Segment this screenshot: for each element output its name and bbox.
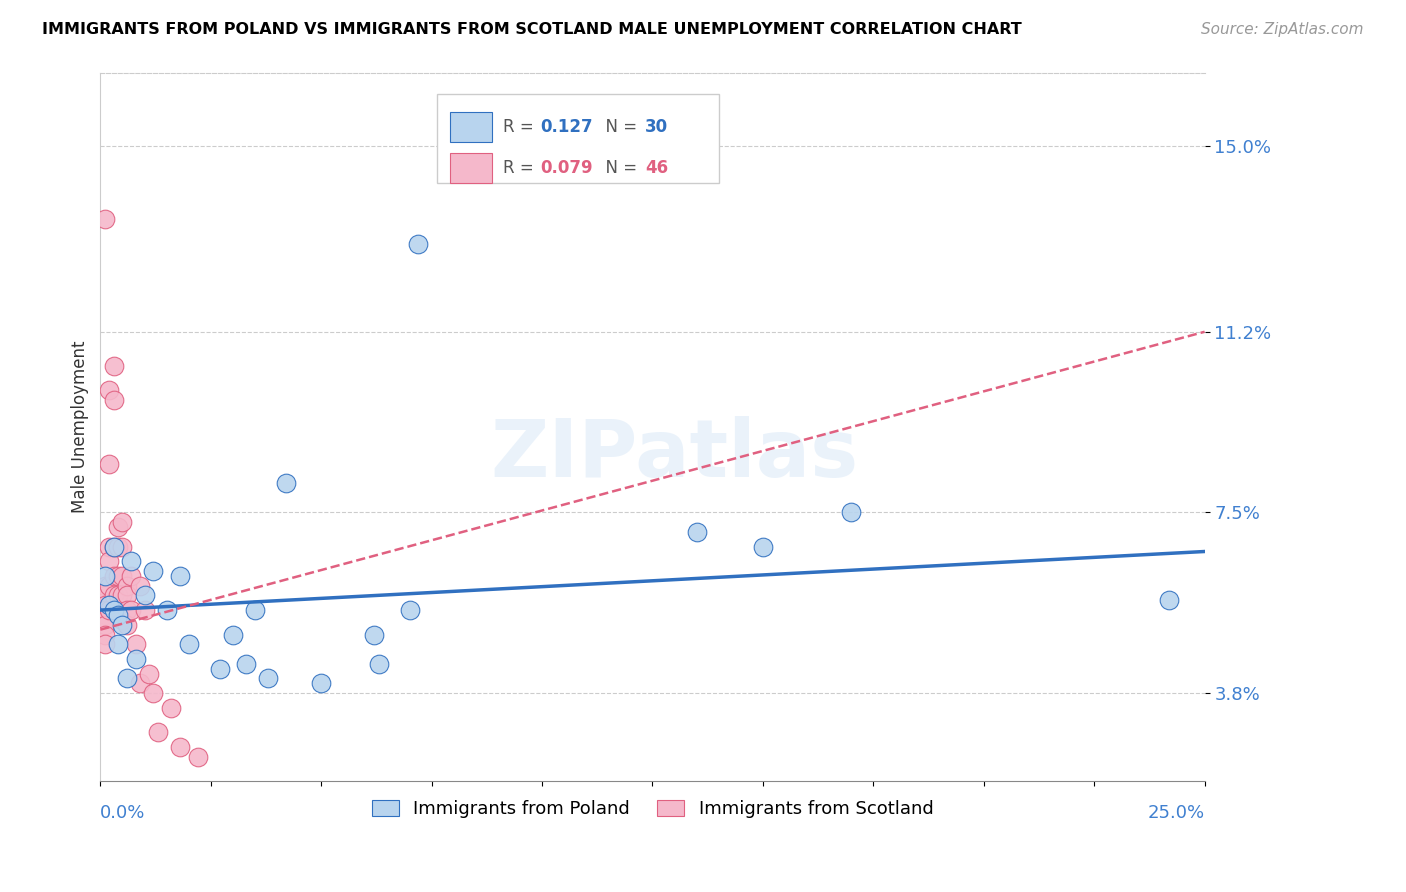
Text: 30: 30 [645, 118, 668, 136]
Point [243, 603, 266, 617]
Point [408, 236, 430, 251]
Point [1159, 593, 1181, 607]
Point [274, 476, 297, 491]
Point [125, 637, 148, 651]
Point [111, 589, 134, 603]
Point [111, 613, 134, 627]
Point [115, 579, 138, 593]
Y-axis label: Male Unemployment: Male Unemployment [72, 341, 89, 513]
Text: 0.079: 0.079 [540, 159, 592, 177]
Point [125, 652, 148, 666]
Point [107, 569, 129, 583]
Point [120, 569, 142, 583]
Point [120, 603, 142, 617]
Point [235, 657, 257, 671]
Point [177, 637, 200, 651]
Text: 46: 46 [645, 159, 668, 177]
Point [839, 505, 862, 519]
Point [155, 603, 177, 617]
Point [98, 457, 121, 471]
Point [111, 515, 134, 529]
Point [103, 393, 125, 408]
Point [257, 672, 280, 686]
Point [103, 589, 125, 603]
Point [222, 627, 245, 641]
Text: R =: R = [503, 118, 540, 136]
Point [129, 676, 152, 690]
Point [142, 686, 165, 700]
Point [111, 569, 134, 583]
Point [98, 603, 121, 617]
Text: 25.0%: 25.0% [1147, 804, 1205, 822]
Point [107, 607, 129, 622]
Point [134, 589, 156, 603]
Point [94, 212, 117, 227]
Point [398, 603, 420, 617]
Point [98, 579, 121, 593]
Point [367, 657, 389, 671]
Point [103, 569, 125, 583]
Point [186, 749, 208, 764]
Point [115, 617, 138, 632]
Point [115, 589, 138, 603]
Point [142, 564, 165, 578]
Text: 0.0%: 0.0% [100, 804, 146, 822]
Point [208, 662, 231, 676]
Point [107, 540, 129, 554]
FancyBboxPatch shape [450, 153, 492, 183]
Point [111, 540, 134, 554]
Point [94, 627, 117, 641]
Point [94, 603, 117, 617]
Point [94, 589, 117, 603]
Point [160, 700, 183, 714]
FancyBboxPatch shape [450, 112, 492, 142]
Point [169, 569, 191, 583]
Point [146, 725, 169, 739]
Point [169, 739, 191, 754]
Point [107, 637, 129, 651]
Legend: Immigrants from Poland, Immigrants from Scotland: Immigrants from Poland, Immigrants from … [364, 792, 941, 825]
Text: N =: N = [595, 159, 643, 177]
Point [94, 637, 117, 651]
Point [98, 598, 121, 612]
Point [94, 598, 117, 612]
Point [107, 520, 129, 534]
Text: R =: R = [503, 159, 540, 177]
Point [115, 672, 138, 686]
Point [94, 607, 117, 622]
Point [138, 666, 160, 681]
Text: ZIPatlas: ZIPatlas [491, 417, 859, 494]
Point [752, 540, 775, 554]
FancyBboxPatch shape [437, 95, 718, 183]
Point [103, 359, 125, 373]
Point [94, 569, 117, 583]
Point [129, 579, 152, 593]
Point [685, 524, 707, 539]
Point [115, 603, 138, 617]
Text: N =: N = [595, 118, 643, 136]
Text: 0.127: 0.127 [540, 118, 592, 136]
Point [103, 603, 125, 617]
Text: Source: ZipAtlas.com: Source: ZipAtlas.com [1201, 22, 1364, 37]
Point [94, 617, 117, 632]
Point [98, 554, 121, 568]
Point [107, 589, 129, 603]
Point [309, 676, 332, 690]
Text: IMMIGRANTS FROM POLAND VS IMMIGRANTS FROM SCOTLAND MALE UNEMPLOYMENT CORRELATION: IMMIGRANTS FROM POLAND VS IMMIGRANTS FRO… [42, 22, 1022, 37]
Point [111, 617, 134, 632]
Point [120, 554, 142, 568]
Point [363, 627, 385, 641]
Point [134, 603, 156, 617]
Point [98, 540, 121, 554]
Point [98, 384, 121, 398]
Point [94, 579, 117, 593]
Point [103, 540, 125, 554]
Point [103, 540, 125, 554]
Point [94, 613, 117, 627]
